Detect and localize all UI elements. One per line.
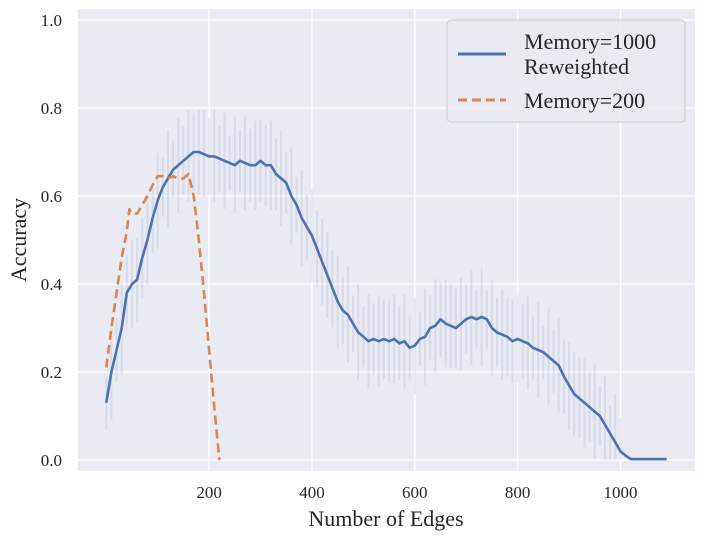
legend: Memory=1000 Reweighted Memory=200 [446, 19, 686, 123]
y-tick-labels: 0.0 0.2 0.4 0.6 0.8 1.0 [41, 11, 63, 470]
x-tick-label: 600 [402, 483, 428, 502]
series-line-1 [105, 172, 221, 461]
y-tick-label: 1.0 [41, 11, 62, 30]
x-tick-label: 800 [505, 483, 531, 502]
x-tick-label: 1000 [603, 483, 637, 502]
x-axis-label: Number of Edges [308, 506, 463, 531]
x-tick-labels: 200 400 600 800 1000 [196, 483, 637, 502]
y-tick-label: 0.8 [41, 99, 62, 118]
series-layer [105, 109, 667, 461]
x-tick-label: 200 [196, 483, 222, 502]
legend-box [446, 19, 686, 123]
legend-label-memory-200: Memory=200 [524, 88, 645, 113]
x-tick-label: 400 [299, 483, 325, 502]
legend-label-memory-1000: Memory=1000 [524, 29, 656, 54]
y-tick-label: 0.4 [41, 275, 63, 294]
y-tick-label: 0.2 [41, 363, 62, 382]
legend-label-reweighted: Reweighted [524, 54, 629, 79]
y-tick-label: 0.0 [41, 451, 62, 470]
y-tick-label: 0.6 [41, 187, 62, 206]
y-axis-label: Accuracy [6, 198, 31, 282]
series-line-0 [105, 150, 667, 461]
